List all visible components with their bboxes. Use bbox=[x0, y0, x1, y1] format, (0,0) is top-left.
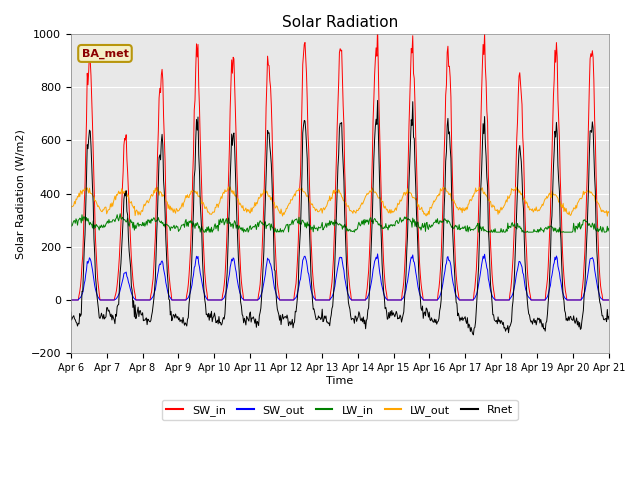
LW_out bbox=[604, 213, 611, 219]
LW_in bbox=[116, 211, 124, 216]
SW_in bbox=[77, 283, 84, 289]
LW_in bbox=[67, 218, 75, 224]
LW_in bbox=[188, 220, 195, 226]
X-axis label: Time: Time bbox=[326, 376, 353, 386]
Rnet bbox=[422, 313, 429, 319]
SW_in bbox=[67, 297, 75, 303]
LW_in bbox=[216, 216, 224, 222]
Rnet bbox=[374, 97, 381, 103]
Rnet bbox=[187, 281, 195, 287]
LW_in bbox=[200, 229, 208, 235]
SW_out bbox=[215, 297, 223, 303]
SW_in bbox=[422, 297, 429, 303]
LW_in bbox=[77, 216, 84, 221]
LW_out bbox=[227, 184, 234, 190]
Line: LW_in: LW_in bbox=[71, 214, 609, 232]
Rnet bbox=[215, 313, 223, 319]
Line: LW_out: LW_out bbox=[71, 187, 609, 216]
LW_in bbox=[605, 226, 612, 231]
Rnet bbox=[132, 316, 140, 322]
SW_in bbox=[374, 24, 381, 29]
LW_in bbox=[422, 221, 430, 227]
LW_out bbox=[67, 206, 75, 212]
LW_out bbox=[187, 192, 195, 197]
SW_out bbox=[422, 297, 429, 303]
Legend: SW_in, SW_out, LW_in, LW_out, Rnet: SW_in, SW_out, LW_in, LW_out, Rnet bbox=[162, 400, 518, 420]
LW_out bbox=[422, 212, 429, 218]
Title: Solar Radiation: Solar Radiation bbox=[282, 15, 398, 30]
LW_in bbox=[132, 224, 140, 229]
Line: SW_in: SW_in bbox=[71, 26, 609, 300]
LW_out bbox=[132, 208, 140, 214]
LW_in bbox=[406, 219, 414, 225]
Line: Rnet: Rnet bbox=[71, 100, 609, 335]
SW_in bbox=[605, 297, 612, 303]
Line: SW_out: SW_out bbox=[71, 254, 609, 300]
SW_out bbox=[605, 297, 612, 303]
LW_out bbox=[406, 190, 413, 195]
SW_out bbox=[406, 263, 413, 269]
Rnet bbox=[605, 313, 612, 319]
LW_out bbox=[605, 210, 612, 216]
SW_in bbox=[187, 247, 195, 252]
SW_in bbox=[132, 297, 140, 303]
LW_out bbox=[77, 188, 84, 193]
SW_out bbox=[77, 295, 84, 300]
Rnet bbox=[470, 332, 477, 338]
SW_in bbox=[215, 297, 223, 303]
Rnet bbox=[67, 309, 75, 315]
Rnet bbox=[77, 313, 84, 319]
Text: BA_met: BA_met bbox=[81, 48, 129, 59]
LW_out bbox=[215, 201, 223, 206]
Y-axis label: Solar Radiation (W/m2): Solar Radiation (W/m2) bbox=[15, 129, 25, 259]
SW_out bbox=[187, 288, 195, 294]
Rnet bbox=[406, 157, 413, 163]
SW_out bbox=[374, 251, 381, 257]
SW_in bbox=[406, 96, 413, 101]
SW_out bbox=[132, 297, 140, 303]
SW_out bbox=[67, 297, 75, 303]
